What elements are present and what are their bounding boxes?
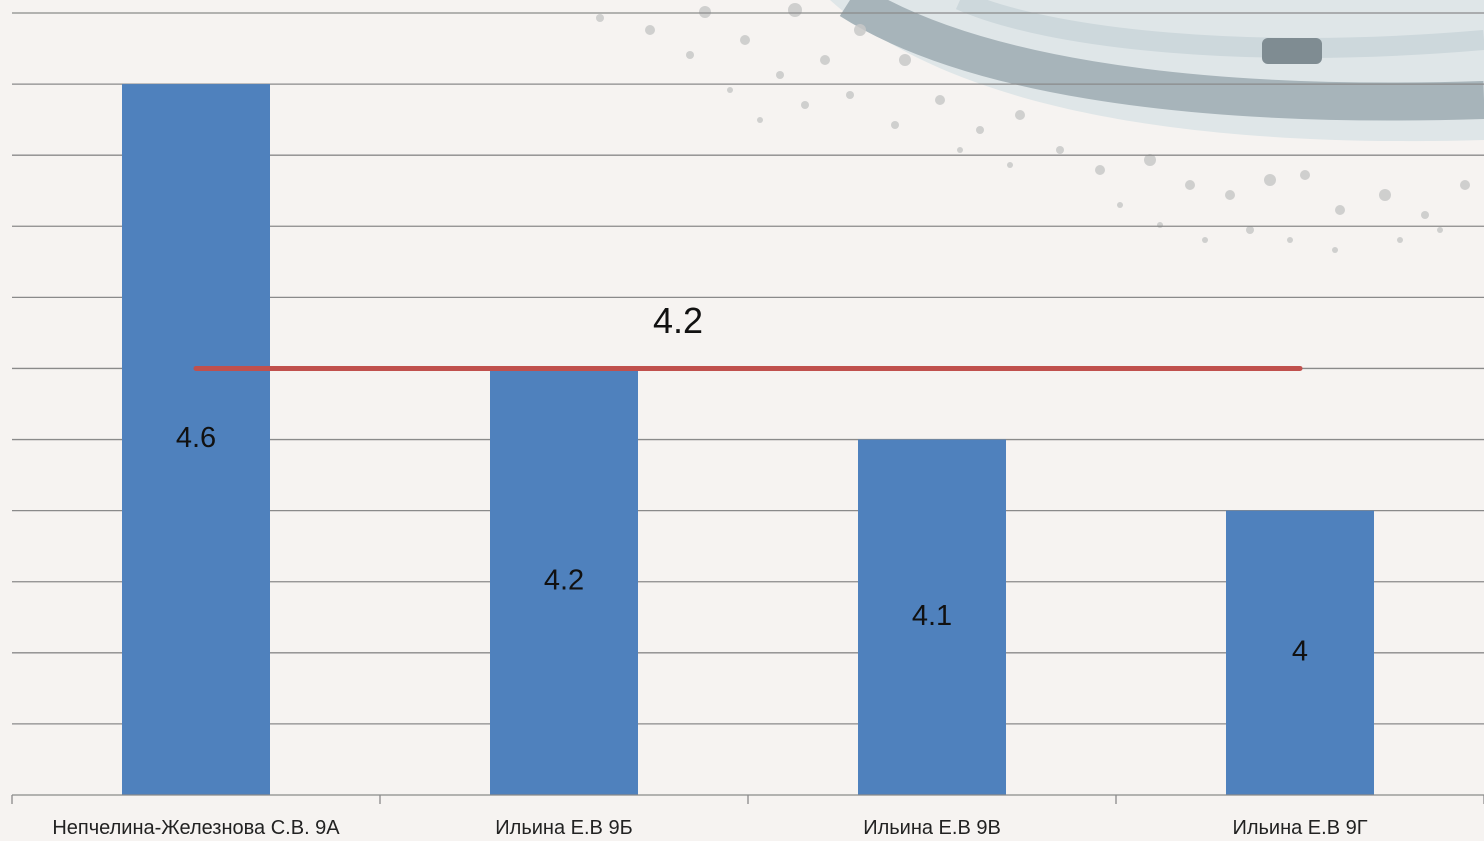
category-label: Ильина Е.В 9Б [495, 817, 632, 839]
x-axis: Непчелина-Железнова С.В. 9А Ильина Е.В 9Б… [11, 794, 1484, 839]
average-line-group: 4.2 [193, 300, 1303, 371]
data-label: 4.6 [176, 422, 216, 454]
bar [1226, 510, 1374, 795]
bar [490, 368, 638, 795]
data-labels: 4.6 4.2 4.1 4 [176, 422, 1308, 667]
category-label: Ильина Е.В 9Г [1232, 817, 1367, 839]
data-label: 4.2 [544, 564, 584, 596]
category-label: Ильина Е.В 9В [863, 817, 1001, 839]
data-label: 4.1 [912, 600, 952, 632]
bar [122, 84, 270, 795]
data-label: 4 [1292, 635, 1308, 667]
bars [122, 84, 1374, 795]
background-decoration [596, 0, 1484, 253]
average-label: 4.2 [653, 300, 703, 341]
category-label: Непчелина-Железнова С.В. 9А [52, 817, 340, 839]
bar [858, 439, 1006, 795]
